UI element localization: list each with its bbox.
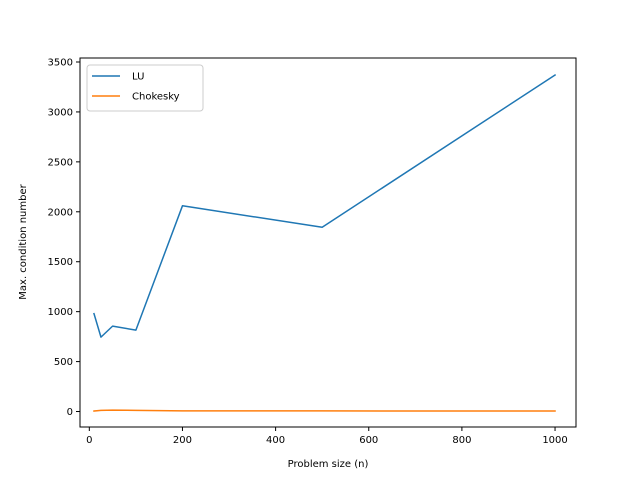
x-tick-label: 0 xyxy=(86,435,92,446)
legend-label-lu: LU xyxy=(132,72,144,83)
legend-box xyxy=(86,64,204,112)
x-tick-label: 200 xyxy=(173,435,192,446)
x-tick-label: 400 xyxy=(266,435,285,446)
y-tick-label: 3500 xyxy=(48,57,73,68)
series-line-chokesky xyxy=(93,409,556,412)
y-tick-label: 3000 xyxy=(48,107,73,118)
y-axis-ticks: 0 500 1000 1500 2000 2500 3000 3500 xyxy=(48,57,80,418)
series-layer xyxy=(93,73,557,412)
x-axis-label: Problem size (n) xyxy=(288,459,369,470)
x-tick-label: 600 xyxy=(359,435,378,446)
series-line-lu xyxy=(93,73,557,338)
y-tick-label: 500 xyxy=(54,357,73,368)
y-tick-label: 2000 xyxy=(48,207,73,218)
x-axis-ticks: 0 200 400 600 800 1000 xyxy=(86,427,568,446)
x-tick-label: 1000 xyxy=(542,435,567,446)
y-tick-label: 0 xyxy=(67,407,73,418)
legend-label-chokesky: Chokesky xyxy=(132,92,180,103)
y-axis-label: Max. condition number xyxy=(18,183,29,299)
plot-area xyxy=(80,58,576,427)
x-tick-label: 800 xyxy=(452,435,471,446)
plot-frame xyxy=(79,57,577,428)
y-tick-label: 1500 xyxy=(48,257,73,268)
y-tick-label: 1000 xyxy=(48,307,73,318)
legend: LU Chokesky xyxy=(86,64,204,112)
y-tick-label: 2500 xyxy=(48,157,73,168)
